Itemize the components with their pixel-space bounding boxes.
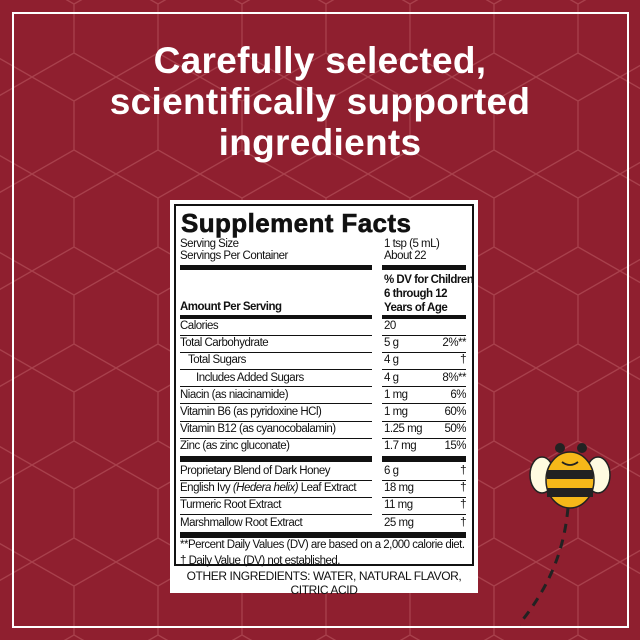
divider bbox=[180, 437, 372, 439]
serving-size-label: Serving Size bbox=[180, 238, 239, 250]
divider bbox=[180, 456, 372, 462]
divider bbox=[180, 479, 372, 481]
bee-icon bbox=[520, 443, 611, 626]
divider bbox=[382, 386, 466, 388]
serving-size-value: 1 tsp (5 mL) bbox=[384, 238, 440, 250]
divider bbox=[180, 368, 372, 370]
row-amount: 25 mg bbox=[384, 516, 414, 529]
white-frame bbox=[12, 12, 629, 628]
row-name: English Ivy (Hedera helix) Leaf Extract bbox=[180, 482, 357, 495]
row-name: Total Sugars bbox=[188, 354, 246, 367]
row-amount: 20 bbox=[384, 320, 396, 332]
divider bbox=[180, 265, 372, 270]
row-dv: † bbox=[460, 465, 466, 477]
dv-header-line: Years of Age bbox=[384, 302, 448, 314]
row-name: Niacin (as niacinamide) bbox=[180, 388, 289, 401]
servings-value: About 22 bbox=[384, 250, 427, 262]
row-name: Proprietary Blend of Dark Honey bbox=[180, 465, 331, 477]
row-name-part: (Hedera helix) bbox=[232, 482, 299, 495]
row-dv: † bbox=[460, 482, 466, 495]
row-name-part: Leaf Extract bbox=[298, 482, 357, 495]
divider bbox=[180, 513, 372, 515]
row-dv: † bbox=[460, 499, 466, 512]
row-amount: 1.25 mg bbox=[384, 423, 423, 436]
row-name-part: English Ivy bbox=[180, 482, 233, 495]
divider bbox=[180, 315, 372, 319]
footnote: **Percent Daily Values (DV) are based on… bbox=[180, 539, 465, 551]
footnote: † Daily Value (DV) not established. bbox=[180, 555, 341, 567]
supplement-facts-panel: Supplement Facts Serving Size 1 tsp (5 m… bbox=[170, 200, 478, 597]
row-name: Vitamin B6 (as pyridoxine HCl) bbox=[180, 406, 322, 418]
dv-header-line: % DV for Children bbox=[384, 274, 474, 286]
divider bbox=[382, 437, 466, 439]
row-amount: 1.7 mg bbox=[384, 440, 417, 453]
divider bbox=[382, 456, 466, 462]
divider bbox=[382, 334, 466, 336]
divider bbox=[180, 334, 372, 336]
row-name: Turmeric Root Extract bbox=[180, 499, 281, 512]
servings-label: Servings Per Container bbox=[180, 250, 288, 262]
row-dv: 2%** bbox=[442, 337, 466, 350]
row-amount: 4 g bbox=[384, 354, 399, 367]
divider bbox=[382, 479, 466, 481]
row-name: Marshmallow Root Extract bbox=[180, 516, 303, 529]
row-dv: † bbox=[460, 516, 466, 529]
row-dv: 50% bbox=[444, 423, 466, 436]
row-name: Includes Added Sugars bbox=[196, 371, 304, 384]
row-dv: 60% bbox=[444, 406, 466, 418]
row-name: Total Carbohydrate bbox=[180, 337, 269, 350]
divider bbox=[180, 420, 372, 422]
row-amount: 11 mg bbox=[384, 499, 413, 512]
row-amount: 18 mg bbox=[384, 482, 414, 495]
row-name: Calories bbox=[180, 320, 219, 332]
divider bbox=[382, 513, 466, 515]
headline-line: scientifically supported bbox=[109, 81, 531, 122]
row-amount: 5 g bbox=[384, 337, 399, 350]
divider bbox=[382, 403, 466, 405]
row-dv: 8%** bbox=[442, 371, 466, 384]
headline: Carefully selected, scientifically suppo… bbox=[0, 40, 640, 163]
supplement-facts-label: Supplement Facts Serving Size 1 tsp (5 m… bbox=[174, 204, 474, 567]
divider bbox=[382, 368, 466, 370]
row-dv: 15% bbox=[444, 440, 466, 453]
row-name: Vitamin B12 (as cyanocobalamin) bbox=[180, 423, 336, 436]
row-dv: † bbox=[460, 354, 466, 367]
amount-header: Amount Per Serving bbox=[180, 301, 282, 313]
headline-line: ingredients bbox=[218, 122, 422, 163]
divider bbox=[180, 351, 372, 353]
facts-title: Supplement Facts bbox=[181, 208, 412, 239]
divider bbox=[180, 386, 372, 388]
divider bbox=[180, 532, 466, 538]
divider bbox=[382, 315, 466, 319]
divider bbox=[382, 265, 466, 270]
headline-line: Carefully selected, bbox=[153, 40, 487, 81]
row-amount: 1 mg bbox=[384, 388, 408, 401]
row-name: Zinc (as zinc gluconate) bbox=[180, 440, 290, 453]
divider bbox=[180, 496, 372, 498]
other-ingredients: OTHER INGREDIENTS: WATER, NATURAL FLAVOR… bbox=[186, 569, 462, 597]
row-amount: 4 g bbox=[384, 371, 399, 384]
divider bbox=[382, 351, 466, 353]
divider bbox=[382, 496, 466, 498]
row-amount: 6 g bbox=[384, 465, 399, 477]
divider bbox=[180, 403, 372, 405]
row-dv: 6% bbox=[450, 388, 466, 401]
divider bbox=[382, 420, 466, 422]
dv-header: % DV for Children 6 through 12 Years of … bbox=[384, 273, 474, 315]
row-amount: 1 mg bbox=[384, 406, 408, 418]
dv-header-line: 6 through 12 bbox=[384, 288, 448, 300]
